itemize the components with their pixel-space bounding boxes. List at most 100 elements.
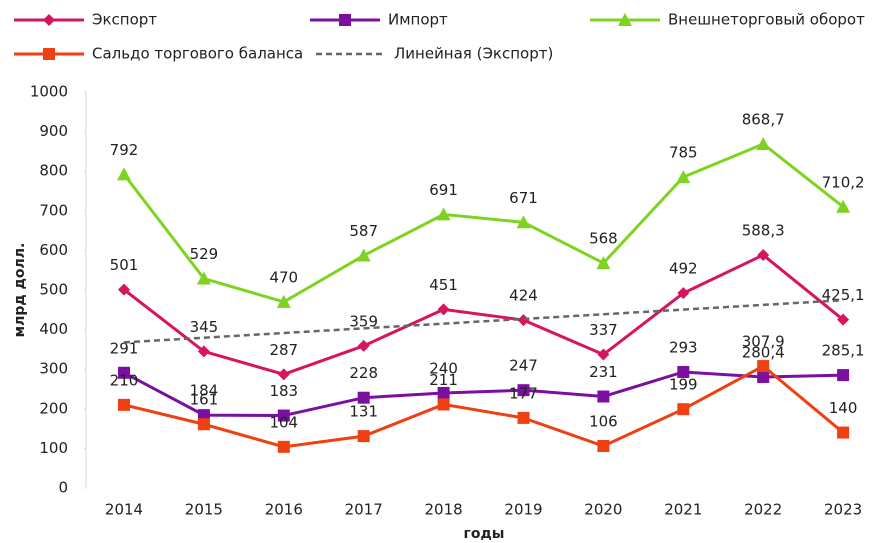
legend-label: Линейная (Экспорт) [394, 45, 553, 63]
point-marker [676, 170, 691, 184]
trend-line [123, 298, 844, 344]
y-tick-label: 800 [39, 162, 68, 180]
data-label: 529 [190, 245, 219, 263]
series-line [123, 253, 845, 376]
point-marker [836, 199, 851, 213]
series-line [123, 364, 845, 449]
point-marker [277, 409, 290, 422]
data-label: 231 [589, 363, 618, 381]
point-marker [516, 215, 531, 229]
point-marker [357, 391, 370, 404]
data-label: 285,1 [822, 342, 865, 360]
legend-label: Сальдо торгового баланса [92, 45, 303, 63]
point-marker [437, 398, 450, 411]
y-tick-label: 0 [58, 479, 68, 497]
data-label: 337 [589, 321, 618, 339]
y-tick-label: 500 [39, 281, 68, 299]
point-marker [197, 418, 210, 431]
data-label: 588,3 [742, 222, 785, 240]
x-tick-label: 2021 [664, 501, 702, 519]
point-marker [117, 167, 131, 181]
point-marker [436, 207, 451, 221]
y-tick-label: 100 [39, 439, 68, 457]
data-label: 240 [429, 359, 458, 377]
point-marker [437, 386, 450, 399]
data-label: 184 [190, 382, 219, 400]
point-marker [757, 249, 770, 262]
point-marker [597, 440, 610, 453]
point-marker [757, 360, 770, 373]
legend-marker [618, 13, 632, 26]
data-label: 691 [429, 181, 458, 199]
point-marker [517, 384, 530, 397]
y-tick-label: 300 [39, 360, 68, 378]
data-label: 470 [269, 268, 298, 286]
x-tick-label: 2020 [584, 501, 622, 519]
data-label: 210 [110, 371, 139, 389]
data-label: 710,2 [822, 173, 865, 191]
legend-label: Экспорт [92, 11, 157, 29]
point-marker [276, 294, 291, 308]
point-marker [757, 370, 770, 383]
point-marker [517, 411, 530, 424]
y-tick-label: 200 [39, 399, 68, 417]
legend-marker [43, 14, 55, 26]
data-label: 785 [669, 144, 698, 162]
data-label: 106 [589, 413, 618, 431]
point-marker [118, 366, 130, 379]
data-label: 247 [509, 357, 538, 375]
data-label: 671 [509, 189, 538, 207]
point-marker [677, 287, 690, 300]
x-tick-label: 2014 [105, 501, 143, 519]
data-label: 868,7 [742, 110, 785, 128]
data-label: 104 [269, 413, 298, 431]
data-label: 211 [429, 371, 458, 389]
point-marker [837, 313, 850, 326]
data-label: 161 [190, 391, 219, 409]
data-label: 492 [669, 260, 698, 278]
series-line [123, 370, 844, 418]
data-label: 199 [669, 376, 698, 394]
data-label: 345 [190, 318, 219, 336]
data-label: 287 [269, 341, 298, 359]
point-marker [197, 345, 210, 358]
data-label: 451 [429, 276, 458, 294]
data-label: 568 [589, 230, 618, 248]
series-line [122, 142, 845, 304]
point-marker [597, 390, 610, 403]
point-marker [837, 426, 850, 439]
data-label: 424 [509, 287, 538, 305]
point-marker [837, 369, 850, 382]
legend-label: Импорт [388, 11, 448, 29]
x-tick-label: 2017 [345, 501, 383, 519]
data-label: 425,1 [822, 286, 865, 304]
data-label: 183 [269, 382, 298, 400]
data-label: 587 [349, 222, 378, 240]
data-label: 140 [829, 399, 858, 417]
point-marker [437, 303, 450, 316]
point-marker [118, 283, 130, 296]
point-marker [196, 271, 211, 285]
data-label: 359 [349, 312, 378, 330]
y-tick-label: 400 [39, 320, 68, 338]
data-label: 291 [110, 339, 139, 357]
point-marker [597, 348, 610, 361]
legend-marker [43, 48, 55, 60]
data-label: 501 [110, 256, 139, 274]
point-marker [357, 339, 370, 352]
data-label: 228 [349, 364, 378, 382]
x-tick-label: 2016 [265, 501, 303, 519]
data-label: 792 [110, 141, 139, 159]
data-label: 307,9 [742, 333, 785, 351]
x-tick-label: 2018 [425, 501, 463, 519]
y-axis-label: млрд долл. [12, 243, 28, 338]
data-label: 177 [509, 384, 538, 402]
legend-marker [339, 14, 351, 26]
legend-label: Внешнеторговый оборот [668, 11, 865, 29]
point-marker [357, 430, 370, 443]
x-tick-label: 2022 [744, 501, 782, 519]
y-tick-label: 900 [39, 122, 68, 140]
point-marker [677, 365, 690, 378]
x-tick-label: 2023 [824, 501, 862, 519]
